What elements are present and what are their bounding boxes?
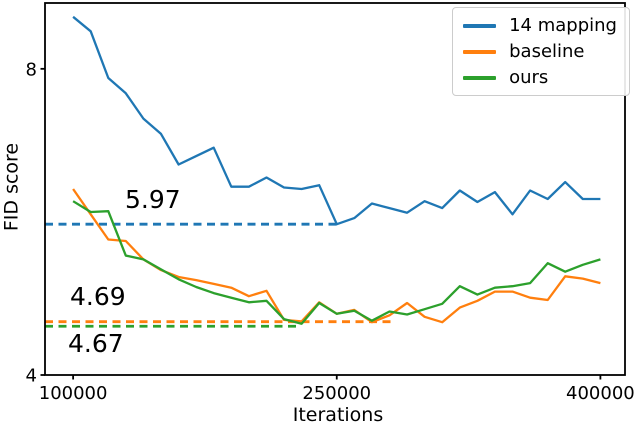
annotation-min-5.97: 5.97 [125, 185, 181, 214]
legend-line-swatch [463, 49, 497, 54]
legend-label: ours [509, 66, 549, 88]
legend-line-swatch [463, 75, 497, 80]
annotation-min-4.69: 4.69 [70, 282, 126, 311]
legend-label: 14 mapping [509, 14, 617, 36]
x-tick-label: 400000 [566, 383, 634, 404]
legend: 14 mapping baseline ours [452, 7, 630, 96]
series-line-ours [72, 200, 601, 325]
legend-item-14-mapping: 14 mapping [463, 16, 617, 35]
x-tick-label: 250000 [302, 383, 371, 404]
legend-item-ours: ours [463, 68, 617, 87]
series-line-14-mapping [72, 15, 601, 226]
axes-spines [44, 2, 626, 376]
annotation-min-4.67: 4.67 [68, 329, 124, 358]
y-tick-label: 8 [26, 59, 37, 80]
x-tick-label: 100000 [39, 383, 108, 404]
legend-label: baseline [509, 40, 585, 62]
y-tick-label: 4 [26, 366, 37, 387]
legend-item-baseline: baseline [463, 42, 617, 61]
legend-line-swatch [463, 23, 497, 28]
x-axis-label: Iterations [292, 404, 384, 426]
y-axis-label: FID score [0, 142, 23, 232]
